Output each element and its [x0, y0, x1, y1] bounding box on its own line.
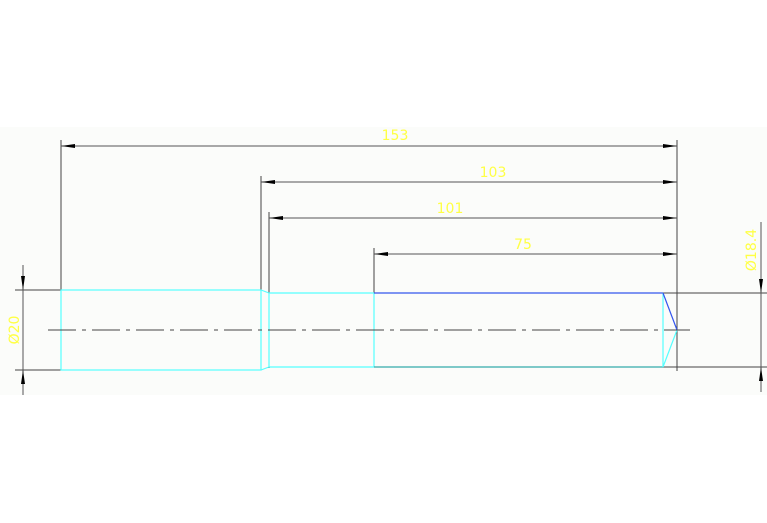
- dimension-text-103: 103: [480, 165, 507, 181]
- dimension-101[interactable]: 101: [269, 201, 677, 220]
- dimension-text-diameter-18-4: Ø18.4: [744, 229, 760, 271]
- dimension-153[interactable]: 153: [61, 128, 677, 148]
- tip-edge-top: [662, 292, 678, 331]
- dimension-text-101: 101: [437, 201, 464, 217]
- dimension-text-75: 75: [514, 237, 532, 253]
- drawing-area: [0, 127, 767, 395]
- dimension-diameter-18-4[interactable]: Ø18.4: [744, 222, 763, 392]
- dimension-103[interactable]: 103: [261, 165, 677, 184]
- dimension-text-153: 153: [382, 128, 409, 144]
- dimension-text-diameter-20: Ø20: [7, 316, 23, 345]
- dimension-diameter-20[interactable]: Ø20: [7, 265, 25, 395]
- tip-edge-bottom: [662, 329, 678, 368]
- dimension-75[interactable]: 75: [374, 237, 677, 256]
